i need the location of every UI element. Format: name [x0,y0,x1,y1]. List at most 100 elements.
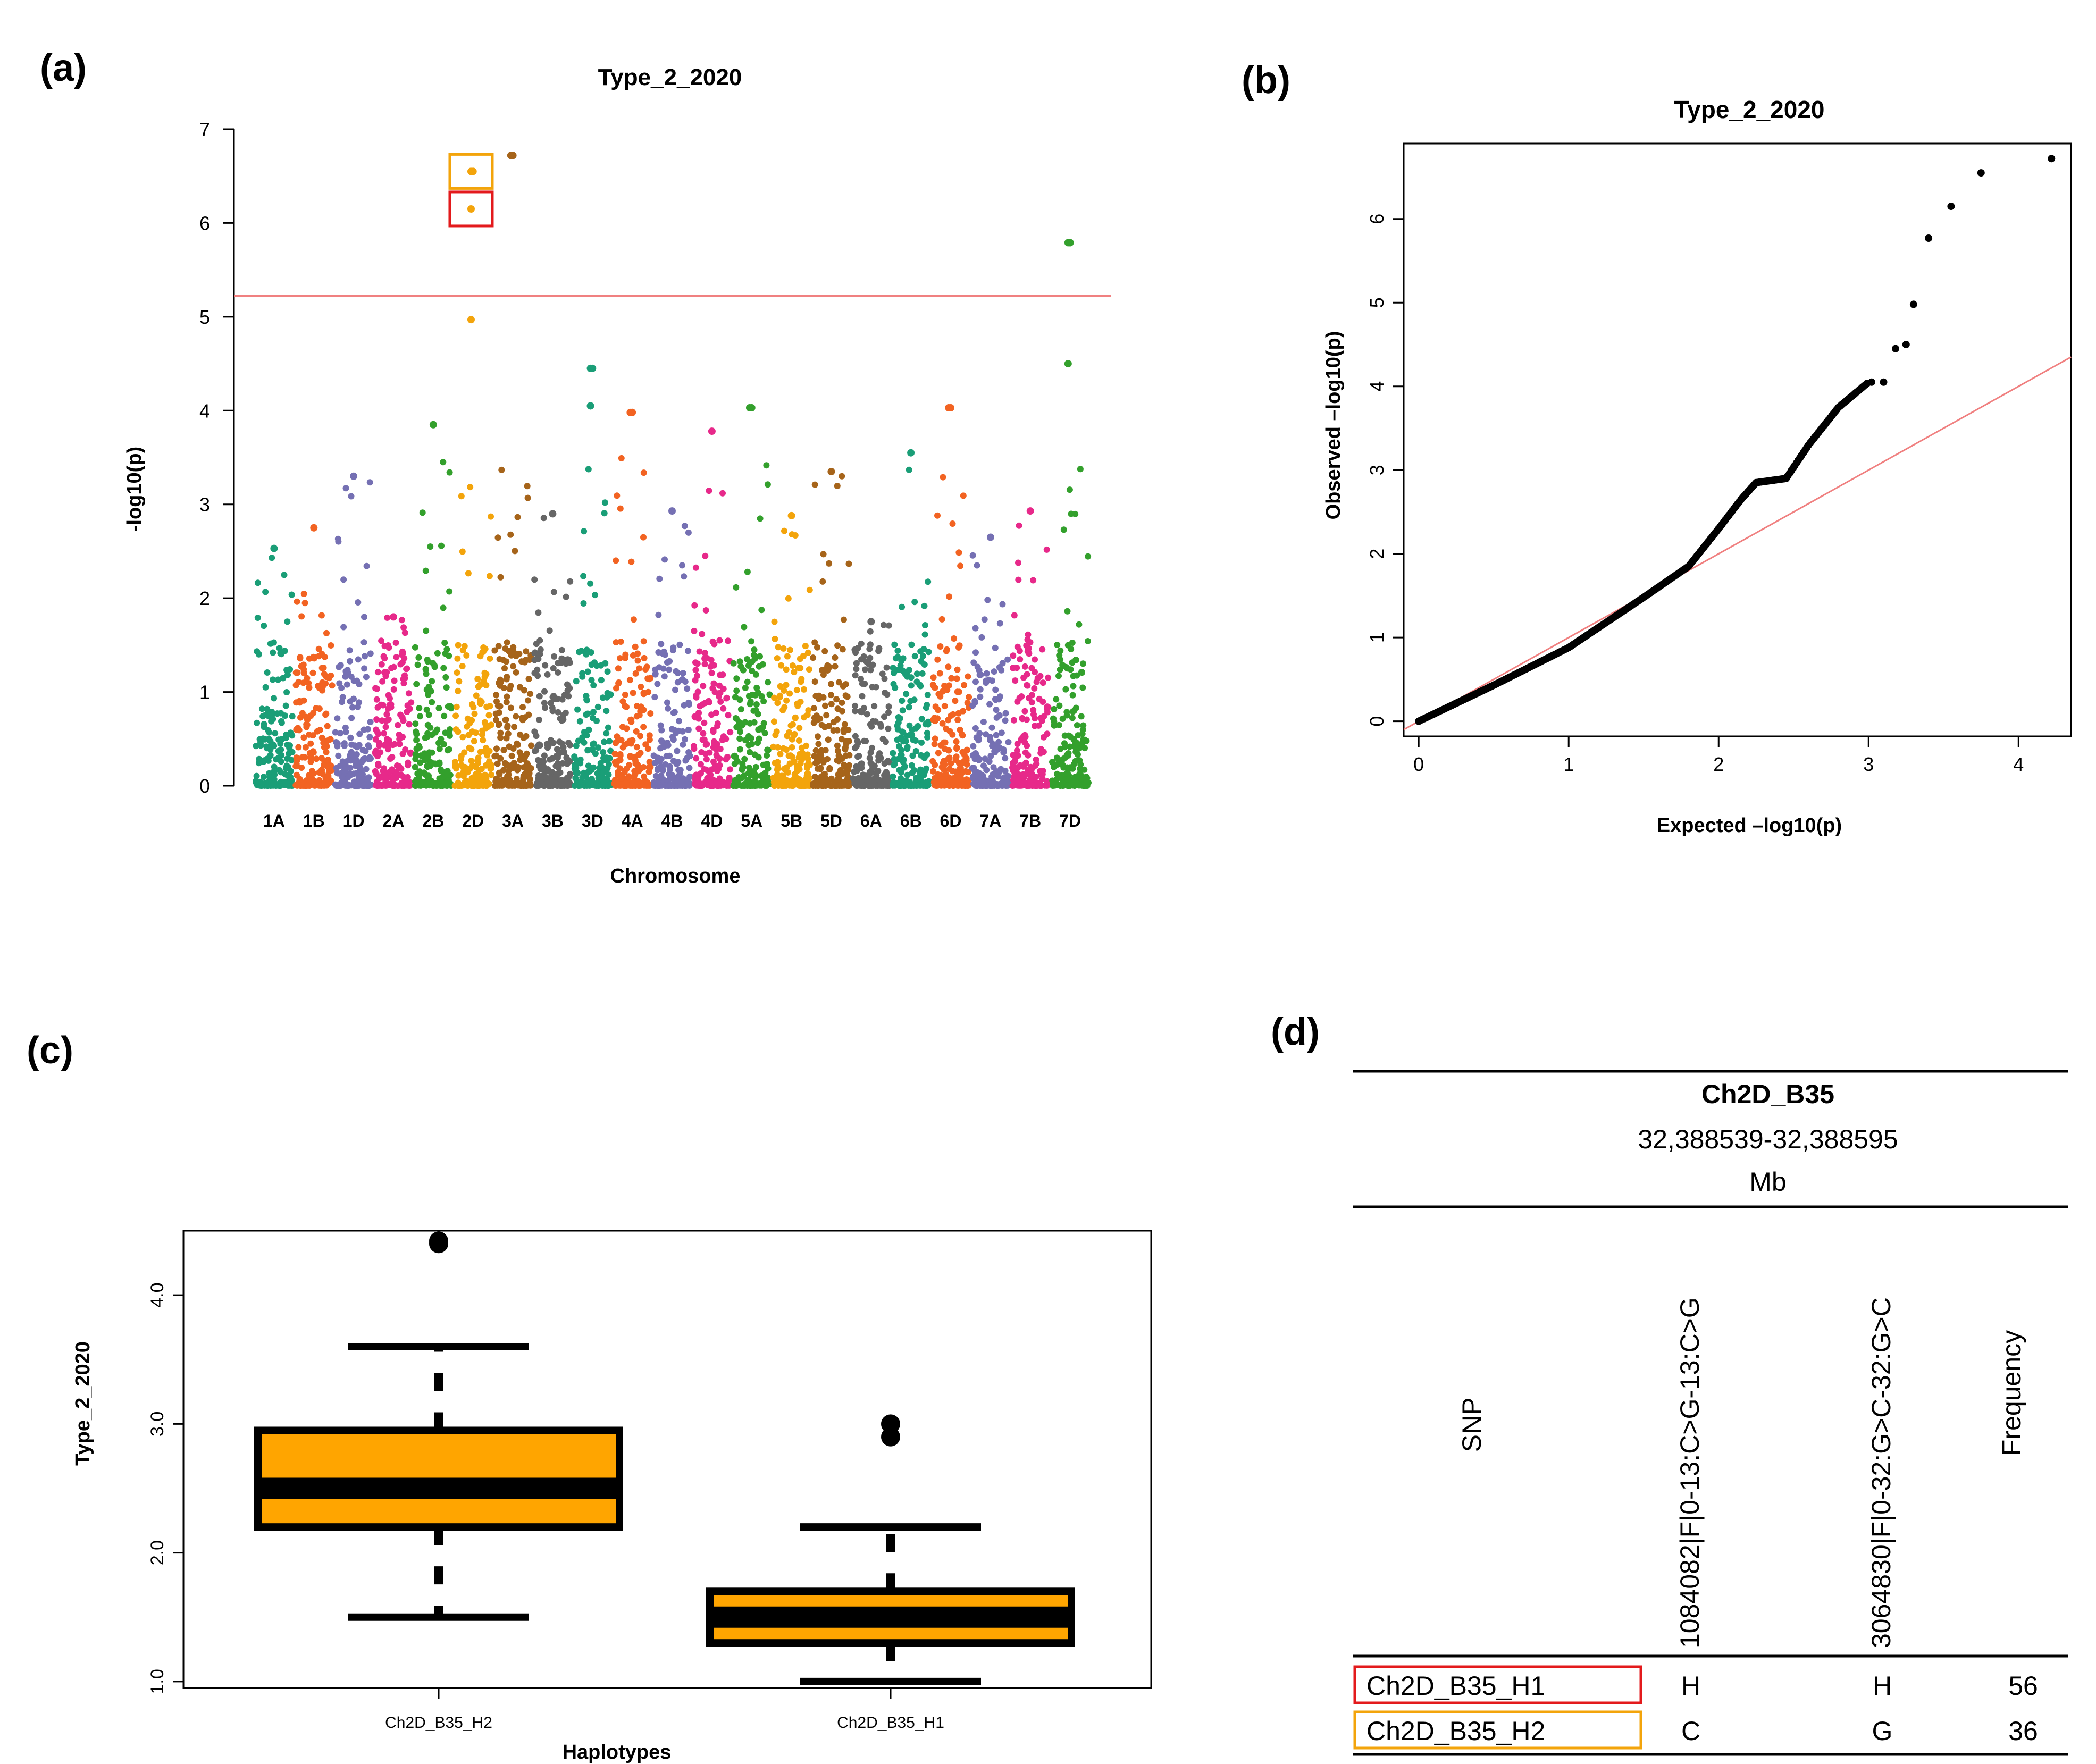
manhattan-point [383,669,390,676]
manhattan-point [932,718,938,725]
manhattan-point [455,642,462,649]
manhattan-point [607,747,614,754]
manhattan-point [942,739,949,746]
manhattan-point [902,780,909,787]
manhattan-point [873,770,879,777]
manhattan-point [845,738,852,744]
manhattan-point [536,716,542,723]
manhattan-point [854,645,861,651]
manhattan-point [1039,646,1046,653]
manhattan-point [1044,730,1051,737]
manhattan-point [659,650,666,657]
manhattan-point [1037,673,1044,679]
manhattan-point [549,510,557,518]
manhattan-point [787,511,795,519]
manhattan-point [272,730,279,737]
manhattan-point [613,557,619,564]
manhattan-point [867,628,874,635]
manhattan-point [413,681,420,687]
manhattan-point [256,758,263,765]
manhattan-point [737,728,744,735]
manhattan-point [603,708,610,715]
manhattan-point [976,770,983,777]
manhattan-point [422,567,429,574]
manhattan-point [839,699,845,706]
panel-label-d: (d) [1271,1011,1320,1053]
manhattan-point [557,749,564,756]
manhattan-point [412,763,418,770]
manhattan-point [1002,717,1009,724]
manhattan-point [485,780,492,787]
manhattan-point [736,746,743,753]
manhattan-point [733,584,740,591]
manhattan-point [964,699,971,706]
manhattan-point [646,736,653,743]
manhattan-point [589,777,596,784]
manhattan-point [434,650,441,657]
manhattan-point [907,449,915,457]
manhattan-point [954,717,961,724]
manhattan-point [774,773,781,780]
manhattan-point [1066,486,1073,493]
manhattan-point [946,777,953,784]
manhattan-plot: Type_2_2020 -log10(p) Chromosome 0 1 2 3 4 5 6… [123,64,1111,887]
manhattan-point [555,669,561,676]
manhattan-point [638,683,644,690]
manhattan-point [504,639,510,646]
manhattan-point [468,717,475,724]
manhattan-point [917,766,924,773]
manhattan-point [736,719,743,726]
manhattan-point [1064,752,1071,759]
significant-point [586,402,594,410]
manhattan-point [957,776,963,783]
manhattan-point [334,535,341,542]
manhattan-point [296,699,303,706]
manhattan-point [441,712,448,719]
manhattan-point [853,666,860,673]
manhattan-point [799,749,806,756]
manhattan-point [494,534,501,541]
manhattan-point [622,654,628,661]
manhattan-point [605,724,611,731]
manhattan-point [540,515,547,522]
manhattan-point [1069,692,1076,699]
y-tick-label: 5 [199,306,210,328]
manhattan-point [841,780,848,787]
manhattan-point [583,651,590,658]
manhattan-point [424,658,431,665]
manhattan-point [486,573,493,579]
manhattan-point [547,700,554,707]
manhattan-point [417,752,424,759]
table-range: 32,388539-32,388595 [1638,1124,1898,1154]
manhattan-point [600,749,607,755]
manhattan-point [507,531,514,538]
manhattan-point [828,681,835,687]
manhattan-point [309,748,316,755]
manhattan-point [1066,743,1073,750]
manhattan-point [404,776,410,783]
manhattan-point [937,778,944,785]
manhattan-point [425,692,432,698]
manhattan-point [361,614,367,620]
manhattan-point [271,769,278,776]
x-tick-label: 2 [1713,753,1724,775]
manhattan-point [283,689,290,695]
manhattan-point [908,762,915,769]
manhattan-point [955,644,962,651]
manhattan-point [580,600,587,607]
manhattan-point [885,725,892,732]
box-plot: Type_2_2020 Haplotypes 1.0 2.0 3.0 4.0 Ch2D_… [72,1230,1152,1763]
manhattan-point [692,714,699,721]
manhattan-point [727,766,734,773]
table-header-frequency: Frequency [1997,1330,2026,1456]
manhattan-point [765,765,772,772]
manhattan-point [440,741,447,747]
manhattan-point [787,646,793,653]
manhattan-point [756,735,762,742]
manhattan-point [717,690,724,696]
manhattan-point [497,574,504,581]
manhattan-point [791,758,798,765]
manhattan-point [459,734,466,741]
manhattan-point [996,693,1003,700]
manhattan-point [536,741,543,748]
